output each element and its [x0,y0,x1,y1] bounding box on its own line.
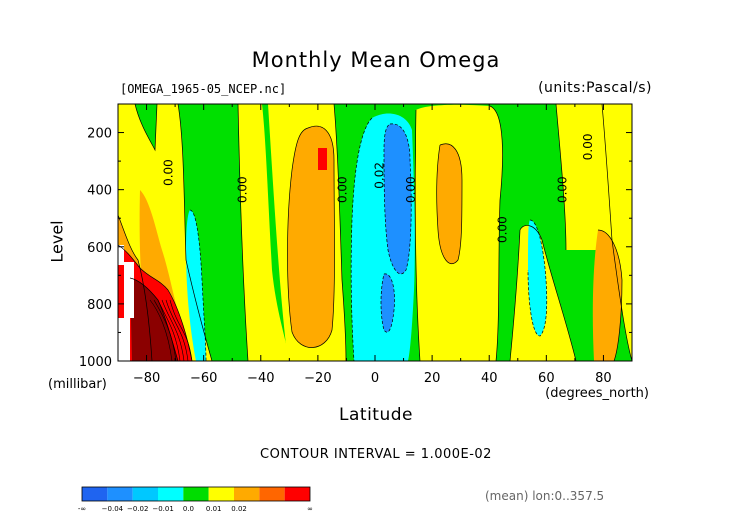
y-axis-units: (millibar) [48,377,107,392]
contour-line [333,103,347,362]
colorbar-swatch [208,487,234,501]
contour-line [134,103,158,152]
contour-region-darkred [130,278,178,361]
x-tick-label: −80 [133,371,160,386]
contour-line-negative [350,117,373,362]
contour-line-dense [157,299,181,362]
contour-labels: 0.00 0.00 0.00 0.02 0.00 0.00 0.00 0.00 [161,133,595,243]
contour-line [489,105,503,362]
contour-label: 0.00 [335,176,349,203]
contour-line [597,229,623,362]
contour-label: 0.00 [404,176,418,203]
y-tick-label: 800 [87,298,112,313]
contour-region-blue [381,273,395,333]
y-tick-label: 1000 [79,355,112,370]
colorbar-swatch [234,487,260,501]
x-tick-label: 0 [371,371,379,386]
x-axis-label: Latitude [339,405,413,425]
contour-region-red [318,148,327,170]
colorbar-label: −0.02 [127,505,148,513]
contour-region-orange [592,230,622,361]
x-tick-label: 60 [538,371,555,386]
contour-line [237,103,249,362]
contour-region-white [124,262,134,318]
chart-title: Monthly Mean Omega [251,48,501,72]
contour-line [117,214,153,362]
contour-line-negative [189,209,207,362]
contour-region-yellow [556,104,620,250]
colorbar-label: 0.0 [183,505,194,513]
colorbar-swatch [82,487,108,501]
y-tick-label: 200 [87,127,112,142]
colorbar-swatch [107,487,133,501]
contour-label: 0.00 [581,133,595,160]
units-label: (units:Pascal/s) [538,80,652,96]
x-tick-label: −40 [247,371,274,386]
colorbar-swatch [259,487,285,501]
contour-lines [117,103,633,362]
colorbar-label: 0.02 [231,505,247,513]
x-axis-units: (degrees_north) [545,386,649,401]
contour-label: 0.00 [555,176,569,203]
colorbar-label: −0.04 [102,505,124,513]
x-tick-label: −20 [304,371,331,386]
contour-line-negative [380,273,395,333]
contour-line-negative [527,219,548,337]
contour-line [177,103,213,362]
colorbar-label: −0.01 [152,505,173,513]
contour-line-dense [169,299,193,362]
colorbar: -∞ −0.04 −0.02 −0.01 0.0 0.01 0.02 ∞ [78,486,313,513]
y-tick-label: 400 [87,184,112,199]
colorbar-swatch [132,487,158,501]
contour-line-negative [383,123,412,275]
contour-line [509,225,577,362]
colorbar-label: 0.01 [206,505,222,513]
contour-region-orange [436,143,462,264]
x-tick-label: 40 [481,371,498,386]
contour-line-dense [165,299,189,362]
contour-line [117,244,193,362]
contour-region-yellow [556,104,632,361]
contour-line [414,109,421,362]
y-tick-label: 600 [87,241,112,256]
contour-line-dense [149,299,173,362]
contour-label: 0.00 [236,176,250,203]
contour-label: 0.00 [161,159,175,186]
contour-fills [118,104,632,362]
file-label: [OMEGA_1965-05_NCEP.nc] [120,82,287,96]
x-tick-label: 80 [595,371,612,386]
mean-longitude-text: (mean) lon:0..357.5 [485,489,605,503]
contour-label: 0.02 [373,162,387,189]
contour-label: 0.00 [495,216,509,243]
colorbar-frame [81,486,311,502]
contour-region-white [118,318,130,361]
colorbar-label: ∞ [307,505,313,513]
contour-line [436,143,463,265]
contour-region-cyan [186,210,206,361]
contour-region-white [118,245,124,265]
contour-region-orange [287,126,335,348]
x-tick-label: 20 [424,371,441,386]
colorbar-label: -∞ [78,505,86,513]
contour-interval-text: CONTOUR INTERVAL = 1.000E-02 [260,447,492,462]
axis-ticks: −80 −60 −40 −20 0 20 40 60 80 200 400 600 800 1000 [79,103,633,386]
x-tick-label: −60 [190,371,217,386]
contour-line-dense [161,299,185,362]
contour-line-dense [153,299,177,362]
contour-region-yellow [238,104,290,361]
contour-line [555,103,567,251]
colorbar-swatch [183,487,209,501]
contour-region-blue [384,123,412,274]
colorbar-swatch [284,487,310,501]
colorbar-swatch [158,487,184,501]
contour-line [287,125,335,348]
